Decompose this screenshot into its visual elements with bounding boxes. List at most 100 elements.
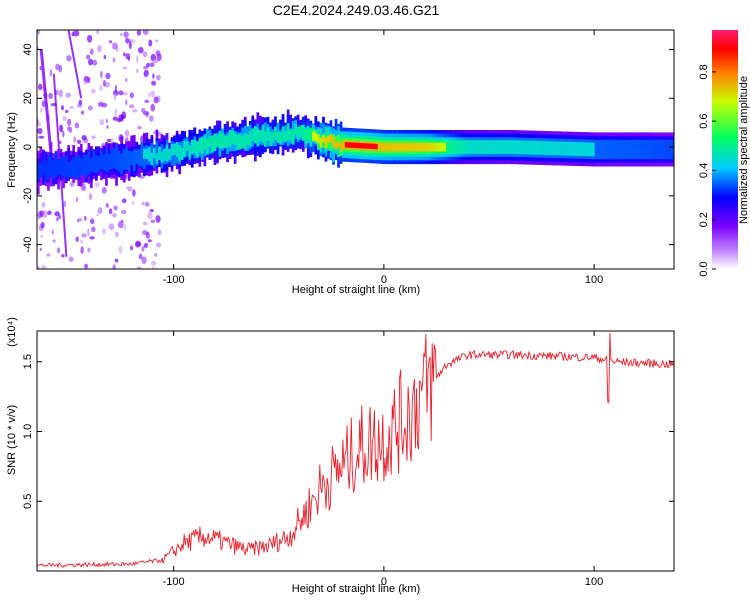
spectrogram-speckle	[112, 116, 118, 121]
spectrogram-ridge-cell	[69, 160, 73, 178]
spectrogram-ridge-cell	[634, 139, 638, 160]
spectrogram-ridge-cell	[198, 138, 202, 153]
spectrogram-speckle	[80, 246, 84, 254]
spectrogram-speckle	[84, 263, 88, 269]
spectrogram-ridge-cell	[511, 140, 514, 154]
spectrogram-speckle	[73, 30, 80, 37]
spectrogram-ridge-cell	[291, 129, 295, 145]
spectrogram-speckle	[136, 68, 139, 73]
spectrogram-ylabel: Frequency (Hz)	[6, 112, 18, 188]
spectrogram-ridge-cell	[470, 140, 474, 154]
spectrogram-speckle	[140, 108, 146, 113]
spectrogram-ridge-cell	[52, 159, 55, 180]
spectrogram-ridge-cell	[130, 151, 133, 166]
spectrogram-ridge-cell	[314, 132, 318, 142]
snr-scale-label: (x10⁴)	[6, 317, 18, 347]
spectrogram-speckle	[144, 71, 148, 78]
spectrogram-speckle	[148, 91, 151, 98]
spectrogram-ridge-cell	[450, 140, 454, 154]
spectrogram-speckle	[104, 81, 111, 88]
spectrogram-speckle	[121, 219, 124, 223]
spectrogram-speckle	[37, 30, 40, 35]
spectrogram-speckle	[136, 266, 142, 269]
spectrogram-speckle	[68, 126, 73, 133]
spectrogram-speckle	[96, 213, 99, 217]
spectrogram-speckle	[54, 211, 60, 217]
spectrogram-ridge-cell	[117, 150, 121, 172]
spectrogram-ridge-cell	[359, 143, 363, 149]
spectrogram-ridge-cell	[405, 142, 408, 152]
spectrogram-ridge-cell	[299, 125, 303, 137]
spectrogram-speckle	[59, 140, 62, 144]
spectrogram-ridge-cell	[637, 139, 641, 160]
spectrogram-speckle	[123, 52, 126, 57]
spectrogram-ridge-cell	[531, 140, 535, 155]
spectrogram-ridge-cell	[329, 134, 333, 143]
spectrogram-speckle	[86, 54, 91, 60]
snr-ytick-label: 1.0	[22, 424, 34, 439]
spectrogram-ridge-cell	[460, 140, 464, 154]
spectrogram-ridge-cell	[39, 163, 43, 178]
spectrogram-ridge-cell	[453, 140, 456, 154]
spectrogram-ridge-cell	[622, 139, 625, 160]
snr-xlabel: Height of straight line (km)	[292, 583, 420, 595]
spectrogram-ridge-cell	[443, 142, 446, 152]
spectrogram-ridge-cell	[362, 143, 366, 149]
spectrogram-speckle	[69, 106, 74, 109]
spectrogram-ridge-cell	[665, 139, 668, 160]
spectrogram-speckle	[114, 231, 119, 238]
spectrogram-speckle	[40, 234, 43, 239]
spectrogram-ridge-cell	[274, 126, 277, 140]
spectrogram-speckle	[89, 236, 95, 240]
spectrogram-heatmap	[37, 30, 674, 269]
spectrogram-ridge-cell	[241, 135, 244, 149]
spectrogram-speckle	[58, 214, 61, 220]
spectrogram-ridge-cell	[266, 127, 270, 141]
spectrogram-ridge-cell	[243, 133, 247, 149]
spectrogram-speckle	[94, 182, 100, 188]
spectrogram-speckle	[39, 210, 44, 218]
spectrogram-speckle	[150, 260, 157, 266]
spectrogram-speckle	[97, 45, 102, 53]
snr-ylabel: SNR (10 * v/v)	[6, 405, 18, 475]
spectrogram-ridge-cell	[165, 144, 169, 162]
spectrogram-ridge-cell	[592, 142, 595, 157]
spectrogram-ridge-cell	[473, 140, 477, 154]
spectrogram-ridge-cell	[178, 145, 181, 161]
spectrogram-ridge-cell	[145, 148, 149, 159]
spectrogram-ridge-cell	[660, 139, 663, 160]
snr-xtick-label: -100	[163, 576, 185, 588]
spectrogram-ridge-cell	[639, 139, 643, 160]
spectrogram-ridge-cell	[120, 153, 123, 175]
spectrogram-ridge-cell	[571, 142, 575, 156]
spectrogram-speckle	[89, 48, 94, 55]
spectrogram-ridge-cell	[564, 141, 567, 156]
spectrogram-ridge-cell	[158, 146, 161, 160]
spectrogram-ridge-cell	[645, 139, 648, 160]
spectrogram-ridge-cell	[294, 124, 297, 136]
spectrogram-speckle	[38, 83, 43, 91]
spectrogram-ridge-cell	[400, 142, 403, 152]
spectrogram-ridge-cell	[559, 141, 562, 156]
spectrogram-speckle	[105, 203, 109, 208]
spectrogram-speckle	[101, 186, 107, 194]
spectrogram-ridge-cell	[349, 142, 353, 148]
spectrogram-speckle	[112, 42, 118, 50]
snr-frame	[36, 330, 675, 572]
spectrogram-xlabel: Height of straight line (km)	[292, 284, 420, 296]
spectrogram-speckle	[117, 220, 124, 229]
spectrogram-ridge-cell	[382, 142, 386, 152]
spectrogram-ridge-cell	[667, 139, 671, 160]
snr-xtick-label: 100	[585, 576, 603, 588]
spectrogram-ridge-cell	[397, 142, 401, 152]
spectrogram-ridge-cell	[607, 139, 610, 160]
spectrogram-ridge-cell	[319, 138, 323, 148]
spectrogram-speckle	[135, 241, 142, 247]
spectrogram-speckle	[123, 31, 129, 38]
spectrogram-speckle	[112, 57, 116, 63]
spectrogram-ridge-cell	[188, 145, 192, 159]
spectrogram-ridge-cell	[44, 161, 48, 183]
spectrogram-speckle	[76, 139, 82, 144]
spectrogram-ridge-cell	[238, 134, 242, 150]
